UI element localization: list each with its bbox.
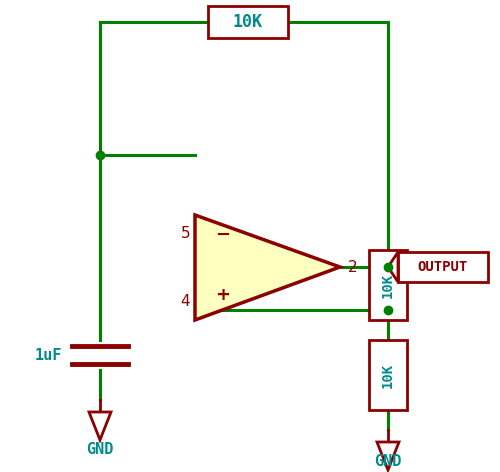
Text: 10K: 10K (381, 362, 395, 388)
Polygon shape (195, 215, 340, 320)
Text: 1uF: 1uF (34, 347, 62, 362)
FancyBboxPatch shape (369, 250, 407, 320)
FancyBboxPatch shape (369, 340, 407, 410)
Polygon shape (377, 442, 399, 470)
Text: −: − (216, 226, 230, 244)
Polygon shape (388, 252, 398, 282)
Polygon shape (89, 412, 111, 440)
Text: 10K: 10K (381, 272, 395, 297)
Text: 2: 2 (348, 260, 358, 275)
Text: GND: GND (86, 443, 114, 457)
Text: +: + (216, 286, 230, 304)
FancyBboxPatch shape (208, 6, 288, 38)
Text: 4: 4 (180, 295, 190, 310)
Text: GND: GND (374, 455, 402, 470)
Text: 10K: 10K (233, 13, 263, 31)
Text: 5: 5 (180, 226, 190, 241)
FancyBboxPatch shape (398, 252, 488, 282)
Text: OUTPUT: OUTPUT (418, 260, 468, 274)
